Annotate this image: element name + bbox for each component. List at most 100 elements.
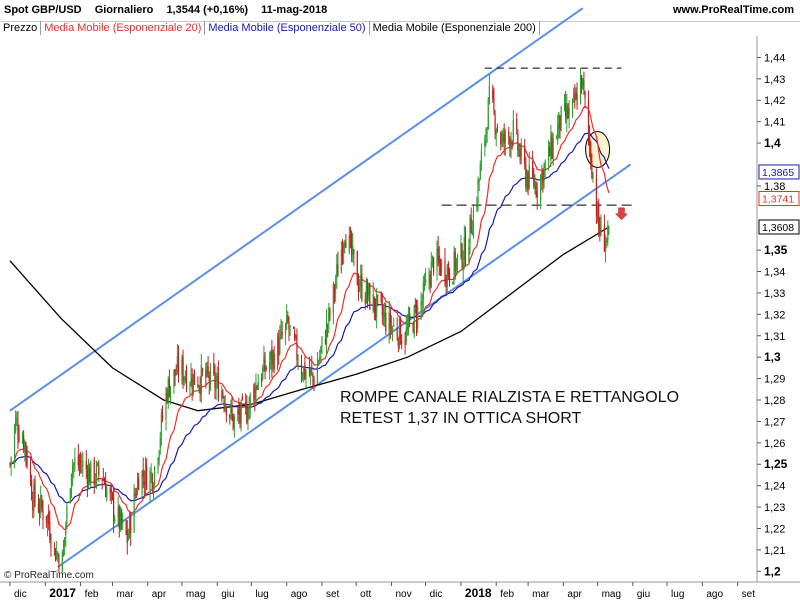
candle-body [590, 142, 592, 162]
candle-body [321, 336, 323, 346]
x-tick-label: feb [500, 589, 514, 600]
x-tick-label: giu [221, 589, 234, 600]
candle-body [213, 362, 215, 374]
candle-body [511, 141, 513, 145]
timeframe-label: Giornaliero [94, 4, 154, 16]
candle-body [388, 312, 390, 334]
candle-body [584, 92, 586, 99]
candle-body [114, 518, 116, 522]
candle-body [549, 146, 551, 157]
candle-body [555, 138, 558, 140]
candle-body [608, 229, 610, 231]
candle-body [34, 481, 36, 502]
candle-body [46, 515, 49, 524]
candle-body [54, 549, 57, 562]
candle-body [208, 375, 210, 383]
x-tick-label: 2018 [465, 586, 492, 600]
indicator-legend: Prezzo Media Mobile (Esponenziale 20) Medi… [0, 21, 540, 35]
candle-body [470, 217, 472, 233]
candle-body [525, 163, 527, 187]
candle-body [82, 461, 84, 467]
candle-body [477, 180, 479, 208]
candle-body [138, 478, 140, 490]
x-tick-label: mag [186, 589, 205, 600]
candle-body [40, 495, 42, 511]
candle-body [109, 488, 111, 493]
y-tick-label: 1,42 [764, 95, 785, 107]
candle-body [111, 492, 114, 498]
candle-body [65, 525, 67, 536]
candle-body [278, 338, 280, 356]
x-tick-label: ago [291, 589, 308, 600]
candle-body [557, 124, 559, 141]
candle-body [600, 221, 602, 236]
site-link[interactable]: www.ProRealTime.com [672, 4, 794, 16]
candle-body [528, 164, 530, 189]
candle-body [456, 254, 459, 263]
price-tag-label: 1,3865 [762, 167, 794, 179]
candle-body [85, 461, 87, 470]
candle-body [486, 132, 488, 134]
y-tick-label: 1,24 [764, 481, 785, 493]
candle-body [536, 191, 538, 198]
candle-body [48, 512, 50, 525]
candle-body [571, 99, 574, 109]
candle-body [29, 466, 32, 478]
candle-body [380, 293, 382, 303]
candle-body [541, 171, 543, 180]
candle-body [540, 175, 542, 202]
x-tick-label: dic [430, 589, 443, 600]
candle-body [361, 274, 363, 300]
candle-body [405, 327, 407, 342]
candle-body [77, 455, 79, 466]
candle-body [518, 149, 520, 154]
candle-body [356, 251, 358, 286]
candle-body [337, 264, 339, 277]
candle-body [502, 132, 504, 142]
candle-body [224, 403, 226, 410]
candle-body [289, 325, 291, 327]
candle-body [238, 409, 240, 415]
candle-body [607, 225, 609, 241]
legend-price[interactable]: Prezzo [0, 21, 42, 35]
candle-body [420, 301, 422, 309]
candle-body [544, 161, 546, 169]
candle-body [176, 356, 178, 372]
chart-date: 11-mag-2018 [261, 4, 328, 16]
candle-body [110, 489, 112, 492]
candle-body [320, 346, 322, 353]
candle-body [248, 405, 250, 419]
candle-body [479, 163, 481, 180]
candle-body [215, 382, 217, 391]
legend-ema20[interactable]: Media Mobile (Esponenziale 20) [41, 21, 206, 35]
candle-body [484, 139, 486, 148]
candle-body [471, 232, 473, 236]
candle-body [73, 463, 75, 467]
candle-body [207, 366, 209, 374]
candle-body [452, 281, 454, 285]
last-price: 1,3544 (+0,16%) [166, 4, 249, 16]
candle-body [421, 300, 423, 305]
candle-body [573, 94, 575, 97]
candle-body [604, 243, 607, 252]
candle-body [45, 515, 48, 524]
candle-body [297, 363, 299, 365]
candle-body [106, 488, 108, 499]
legend-ema50[interactable]: Media Mobile (Esponenziale 50) [205, 21, 370, 35]
candle-body [136, 478, 139, 495]
candle-body [280, 329, 282, 335]
candle-body [130, 515, 132, 534]
candle-body [509, 138, 511, 148]
candle-body [119, 510, 122, 528]
candle-body [296, 335, 298, 360]
candle-body [175, 374, 177, 376]
legend-ema200[interactable]: Media Mobile (Esponenziale 200) [370, 21, 540, 35]
candle-body [56, 551, 58, 559]
candle-body [279, 334, 281, 354]
candle-body [253, 386, 255, 399]
candle-body [325, 321, 328, 344]
candle-body [257, 381, 259, 390]
candle-body [384, 312, 386, 317]
y-tick-label: 1,41 [764, 117, 785, 129]
